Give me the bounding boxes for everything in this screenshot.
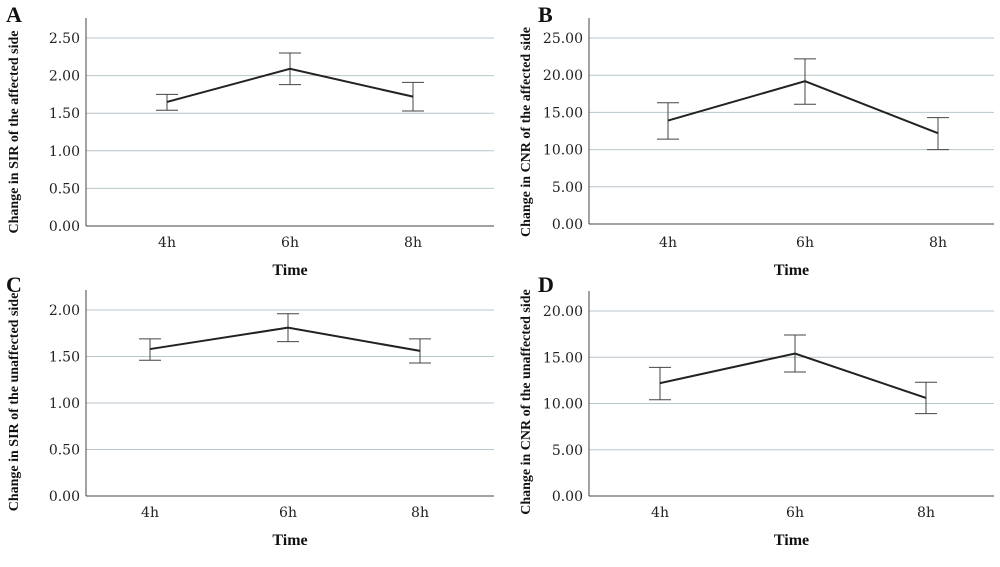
y-tick-label: 1.00 <box>49 144 80 160</box>
x-axis-label: Time <box>272 532 307 549</box>
y-tick-label: 2.00 <box>49 303 80 319</box>
y-tick-label: 5.00 <box>552 180 583 196</box>
y-tick-label: 20.00 <box>543 68 583 84</box>
series-line <box>149 326 421 352</box>
x-tick-label: 8h <box>929 235 947 251</box>
x-tick-label: 8h <box>404 235 422 251</box>
y-tick-label: 0.00 <box>552 489 583 505</box>
chart-panel-a: A 0.00 0.50 1.00 1.50 2.00 2.50 4h 6h 8h Time Chang… <box>6 2 494 279</box>
panel-letter: B <box>538 2 553 27</box>
y-tick-label: 10.00 <box>543 397 583 413</box>
x-axis-label: Time <box>272 262 307 279</box>
y-tick-label: 0.00 <box>49 489 80 505</box>
y-tick-label: 10.00 <box>543 143 583 159</box>
x-tick-label: 6h <box>786 505 804 521</box>
x-tick-label: 6h <box>279 505 297 521</box>
y-tick-label: 15.00 <box>543 350 583 366</box>
x-tick-label: 8h <box>917 505 935 521</box>
y-tick-label: 20.00 <box>543 304 583 320</box>
panel-letter: C <box>6 272 22 297</box>
y-tick-label: 1.00 <box>49 396 80 412</box>
panel-letter: A <box>6 2 22 27</box>
x-tick-label: 4h <box>651 505 669 521</box>
y-tick-label: 0.00 <box>552 217 583 233</box>
y-tick-label: 1.50 <box>49 350 80 366</box>
x-tick-label: 4h <box>141 505 159 521</box>
x-tick-label: 6h <box>281 235 299 251</box>
y-axis-label: Change in CNR of the unaffected side <box>519 289 534 515</box>
y-tick-label: 1.50 <box>49 106 80 122</box>
x-tick-label: 8h <box>411 505 429 521</box>
y-tick-label: 0.50 <box>49 181 80 197</box>
y-tick-label: 2.50 <box>49 31 80 47</box>
y-tick-label: 15.00 <box>543 105 583 121</box>
x-axis-label: Time <box>774 262 809 279</box>
series-line <box>667 80 939 135</box>
series-line <box>166 67 414 103</box>
chart-panel-b: B 0.00 5.00 10.00 15.00 20.00 25.00 4h 6h 8h Time C… <box>519 2 994 279</box>
y-axis-label: Change in SIR of the unaffected side <box>7 293 22 512</box>
x-tick-label: 4h <box>158 235 176 251</box>
y-tick-label: 25.00 <box>543 31 583 47</box>
chart-panel-c: C 0.00 0.50 1.00 1.50 2.00 4h 6h 8h Time Change in… <box>6 272 494 549</box>
x-tick-label: 6h <box>796 235 814 251</box>
y-tick-label: 2.00 <box>49 69 80 85</box>
x-axis-label: Time <box>774 532 809 549</box>
y-tick-label: 0.00 <box>49 219 80 235</box>
y-axis-label: Change in SIR of the affected side <box>7 31 22 234</box>
series-line <box>659 352 927 399</box>
y-axis-label: Change in CNR of the affected side <box>519 27 534 237</box>
y-tick-label: 5.00 <box>552 443 583 459</box>
x-tick-label: 4h <box>659 235 677 251</box>
panel-letter: D <box>538 272 554 297</box>
chart-panel-d: D 0.00 5.00 10.00 15.00 20.00 4h 6h 8h Time Change… <box>519 272 994 549</box>
y-tick-label: 0.50 <box>49 443 80 459</box>
